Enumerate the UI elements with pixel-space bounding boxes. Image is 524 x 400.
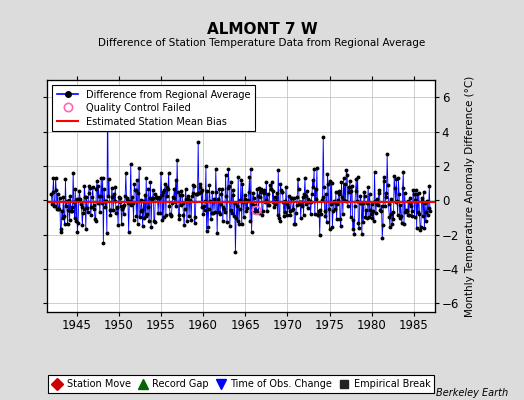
- Text: Difference of Station Temperature Data from Regional Average: Difference of Station Temperature Data f…: [99, 38, 425, 48]
- Y-axis label: Monthly Temperature Anomaly Difference (°C): Monthly Temperature Anomaly Difference (…: [465, 75, 475, 317]
- Text: ALMONT 7 W: ALMONT 7 W: [206, 22, 318, 37]
- Legend: Difference from Regional Average, Quality Control Failed, Estimated Station Mean: Difference from Regional Average, Qualit…: [52, 85, 255, 131]
- Text: Berkeley Earth: Berkeley Earth: [436, 388, 508, 398]
- Legend: Station Move, Record Gap, Time of Obs. Change, Empirical Break: Station Move, Record Gap, Time of Obs. C…: [48, 375, 434, 393]
